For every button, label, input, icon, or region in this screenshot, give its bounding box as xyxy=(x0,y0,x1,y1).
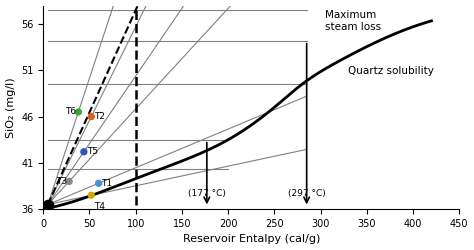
Text: T6: T6 xyxy=(65,108,76,116)
Text: T4: T4 xyxy=(94,202,105,211)
Point xyxy=(88,114,95,118)
Y-axis label: SiO₂ (mg/l): SiO₂ (mg/l) xyxy=(6,77,16,138)
X-axis label: Reservoir Entalpy (cal/g): Reservoir Entalpy (cal/g) xyxy=(182,234,320,244)
Text: (177 °C): (177 °C) xyxy=(188,189,226,198)
Point xyxy=(74,110,82,114)
Point xyxy=(88,193,95,197)
Text: T5: T5 xyxy=(87,147,98,156)
Text: T1: T1 xyxy=(101,179,112,188)
Point xyxy=(44,202,52,206)
Text: T3: T3 xyxy=(56,177,67,186)
Text: T2: T2 xyxy=(94,112,105,121)
Point xyxy=(65,180,73,184)
Text: Maximum
steam loss: Maximum steam loss xyxy=(325,10,381,32)
Point xyxy=(80,150,88,154)
Text: (297 °C): (297 °C) xyxy=(288,189,326,198)
Text: Quartz solubility: Quartz solubility xyxy=(348,66,434,76)
Point xyxy=(95,181,102,185)
